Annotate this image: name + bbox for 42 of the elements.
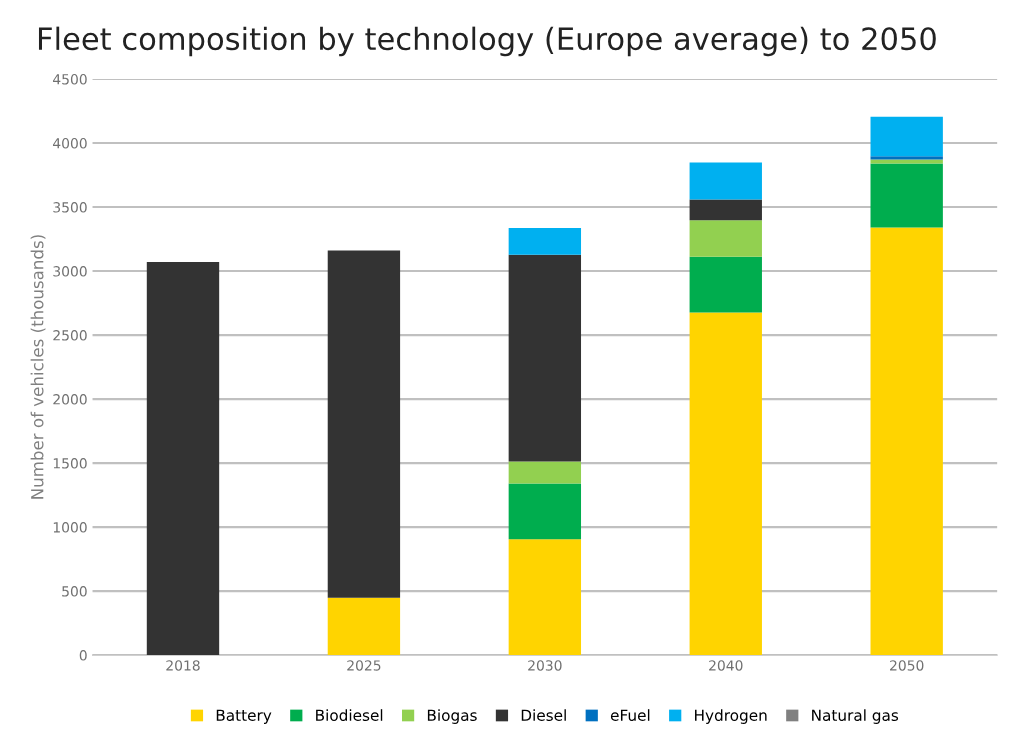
y-tick-label: 1000 [53, 522, 87, 533]
bar [327, 597, 401, 656]
bar [689, 256, 762, 313]
y-tick-label: 1500 [53, 458, 87, 469]
bar [508, 539, 582, 656]
bar [689, 162, 762, 200]
y-tick-label: 0 [79, 650, 87, 661]
y-tick-label: 500 [62, 586, 87, 597]
bar [146, 262, 220, 656]
x-tick-label: 2025 [347, 660, 381, 671]
bar [870, 156, 943, 160]
legend-label: Diesel [521, 709, 566, 722]
x-tick-label: 2030 [528, 660, 562, 671]
legend-label: Battery [216, 709, 272, 724]
x-tick-label: 2018 [166, 660, 200, 671]
bar [870, 159, 943, 164]
bar [689, 312, 762, 656]
y-axis-title: Number of vehicles (thousands) [30, 235, 46, 499]
legend-label: Biogas [427, 709, 477, 724]
bar [508, 228, 582, 255]
bar [508, 461, 582, 484]
bar [689, 199, 762, 221]
legend-label: Hydrogen [695, 709, 767, 724]
bar [689, 220, 762, 257]
x-tick-label: 2040 [709, 660, 743, 671]
chart-title: Fleet composition by technology (Europe average) to 2050 [38, 26, 936, 57]
bar [870, 227, 943, 656]
bar [508, 254, 582, 462]
bar [327, 250, 401, 598]
bar [870, 116, 943, 157]
y-tick-label: 2000 [53, 394, 87, 405]
x-tick-label: 2050 [890, 660, 924, 671]
legend-label: Natural gas [812, 709, 899, 724]
legend-label: Biodiesel [316, 709, 383, 722]
y-tick-label: 4000 [52, 138, 87, 149]
y-tick-label: 4500 [52, 74, 87, 85]
legend-label: eFuel [610, 709, 650, 722]
bar [870, 163, 943, 228]
y-tick-label: 2500 [53, 330, 87, 341]
y-tick-label: 3500 [53, 202, 87, 213]
y-tick-label: 3000 [53, 266, 87, 277]
bar [508, 483, 582, 540]
